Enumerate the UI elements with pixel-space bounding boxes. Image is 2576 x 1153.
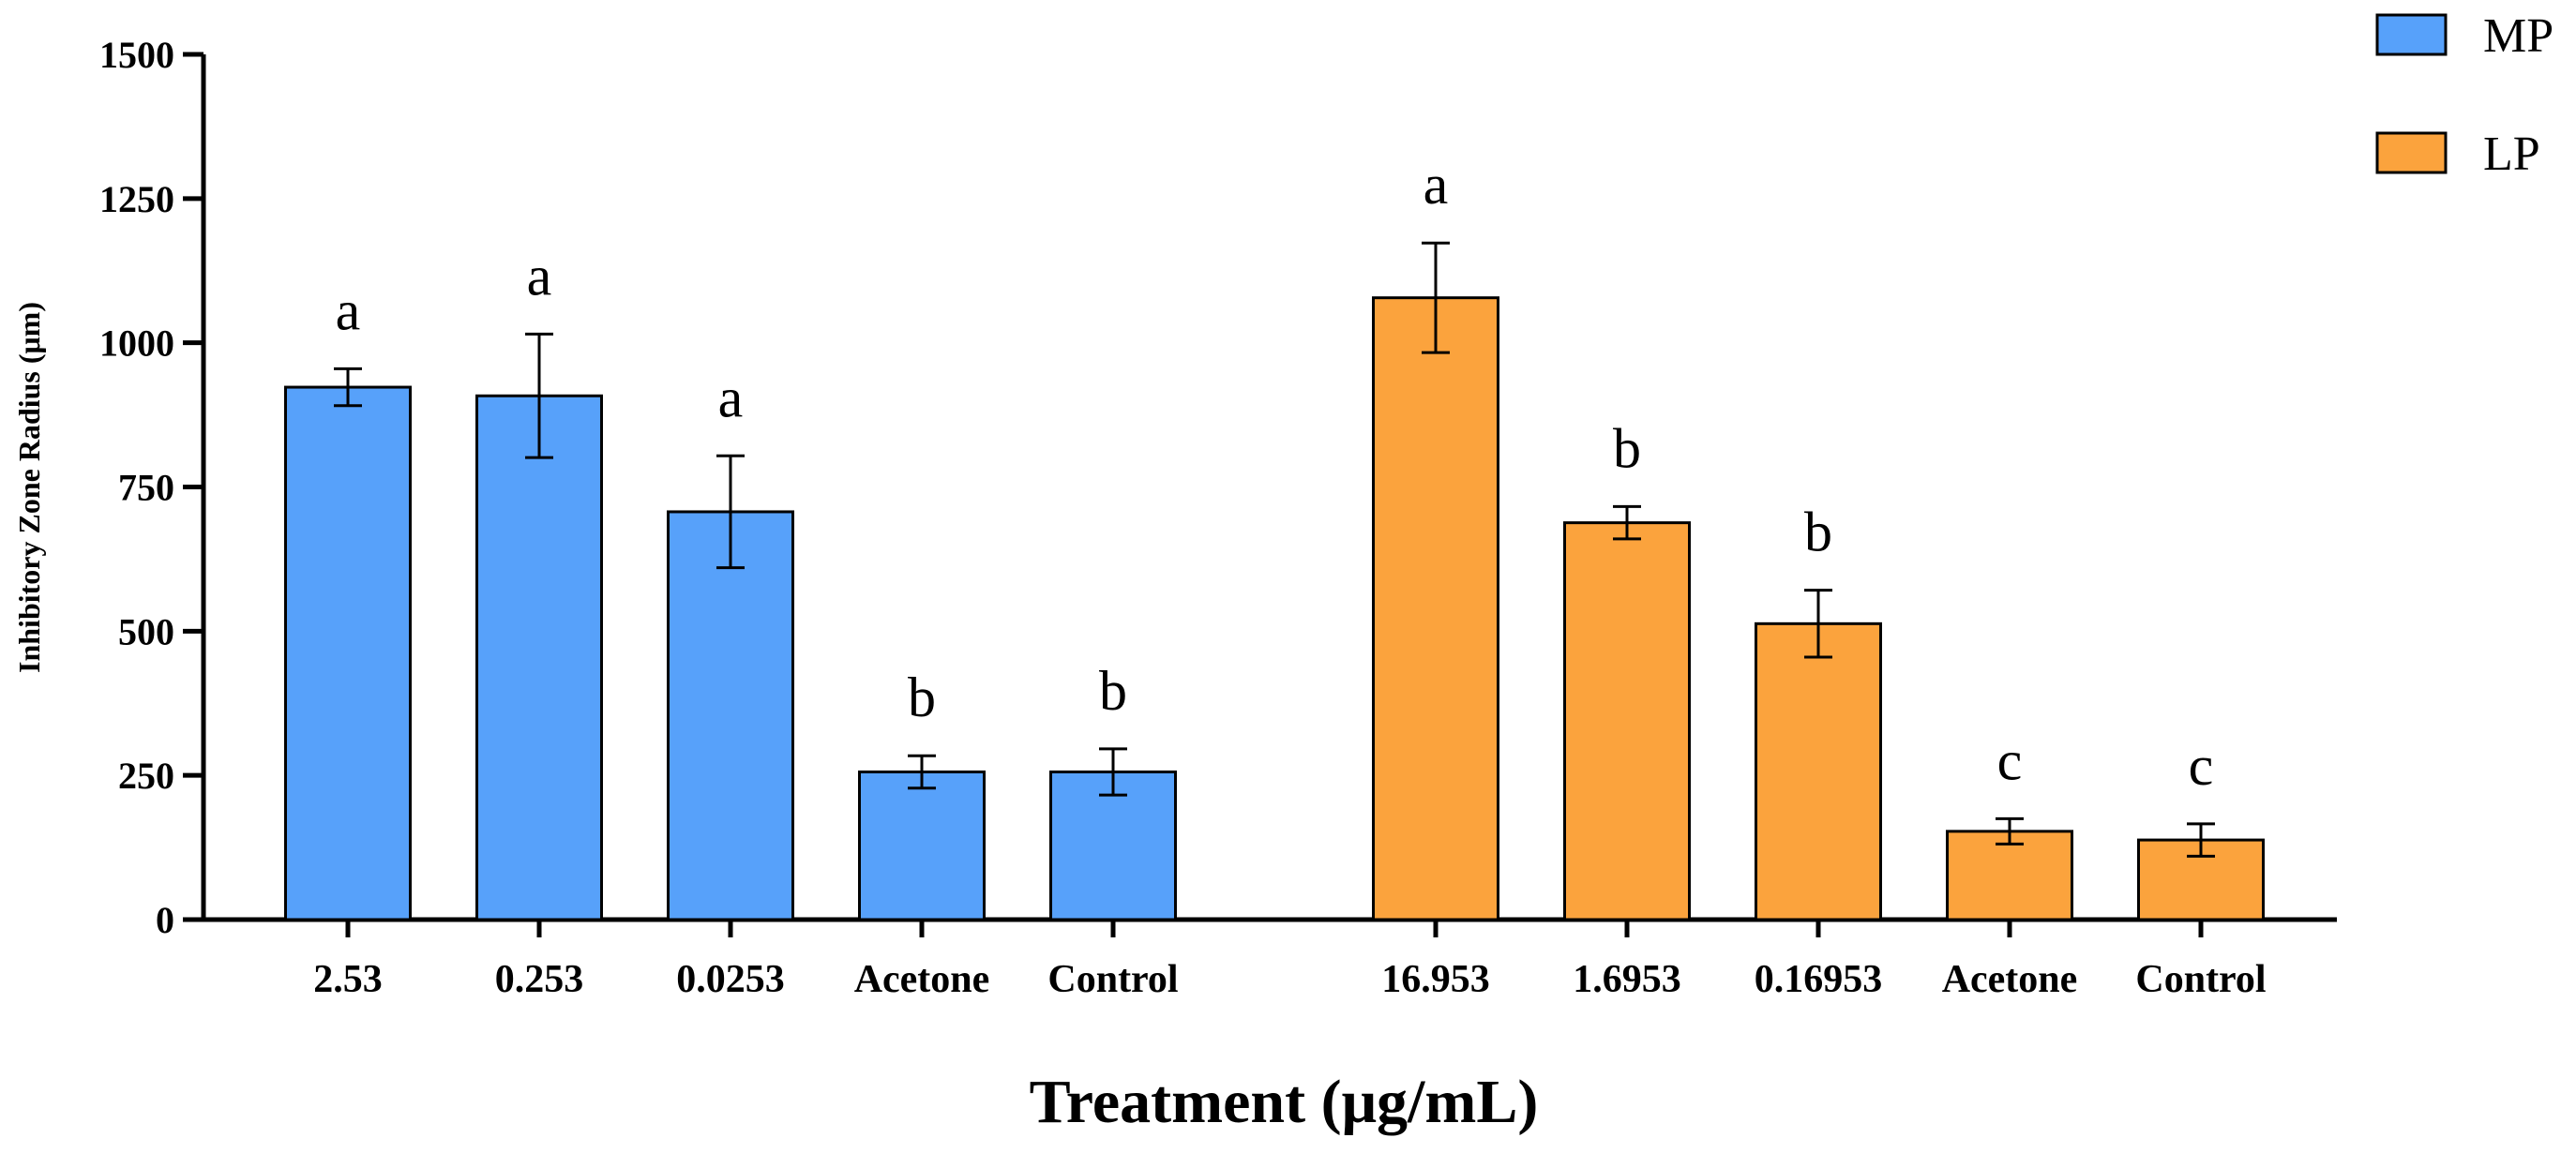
- x-tick-label: 1.6953: [1573, 958, 1681, 1001]
- significance-label: a: [336, 279, 361, 341]
- x-tick-label: 0.253: [495, 958, 584, 1001]
- x-tick-label: Control: [1047, 958, 1178, 1001]
- significance-label: b: [908, 666, 936, 728]
- bar: [667, 510, 794, 921]
- significance-label: a: [527, 245, 552, 307]
- significance-label: b: [1099, 660, 1127, 722]
- x-ticks: 2.53 0.253 0.0253 Acetone Control 16.953 1.695…: [313, 920, 2267, 1001]
- significance-label: b: [1613, 417, 1641, 479]
- y-ticks: 0 250 500 750 1000 1250 1500: [99, 34, 203, 941]
- legend-swatch-mp: [2375, 13, 2448, 56]
- x-tick-label: Acetone: [854, 958, 990, 1001]
- legend-label-lp: LP: [2483, 127, 2540, 181]
- bar: [475, 394, 603, 921]
- significance-label: a: [718, 367, 744, 428]
- legend: MP LP: [2375, 9, 2553, 181]
- y-tick-label: 750: [118, 467, 174, 509]
- bar: [858, 770, 986, 921]
- x-tick-label: 0.16953: [1755, 958, 1883, 1001]
- bars: a a a b b a b b c c: [284, 154, 2265, 921]
- x-axis-label: Treatment (μg/mL): [1030, 1068, 1539, 1136]
- legend-label-mp: MP: [2483, 9, 2553, 63]
- x-tick-label: Control: [2135, 958, 2266, 1001]
- y-tick-label: 0: [156, 899, 174, 941]
- y-tick-label: 250: [118, 755, 174, 797]
- x-tick-label: Acetone: [1942, 958, 2078, 1001]
- bar: [284, 385, 412, 921]
- x-tick-label: 0.0253: [676, 958, 785, 1001]
- x-tick-label: 2.53: [313, 958, 383, 1001]
- bar: [1372, 296, 1499, 921]
- y-tick-label: 1500: [99, 34, 174, 76]
- significance-label: c: [1997, 729, 2023, 791]
- significance-label: c: [2189, 735, 2214, 797]
- bar: [1946, 830, 2073, 921]
- bar: [1563, 521, 1691, 921]
- x-tick-label: 16.953: [1381, 958, 1490, 1001]
- significance-label: b: [1804, 502, 1832, 563]
- y-tick-label: 500: [118, 610, 174, 652]
- significance-label: a: [1424, 154, 1449, 216]
- y-axis-label: Inhibitory Zone Radius (μm): [12, 302, 46, 673]
- legend-swatch-lp: [2375, 131, 2448, 174]
- y-tick-label: 1250: [99, 178, 174, 220]
- y-tick-label: 1000: [99, 322, 174, 365]
- bar: [1755, 621, 1882, 921]
